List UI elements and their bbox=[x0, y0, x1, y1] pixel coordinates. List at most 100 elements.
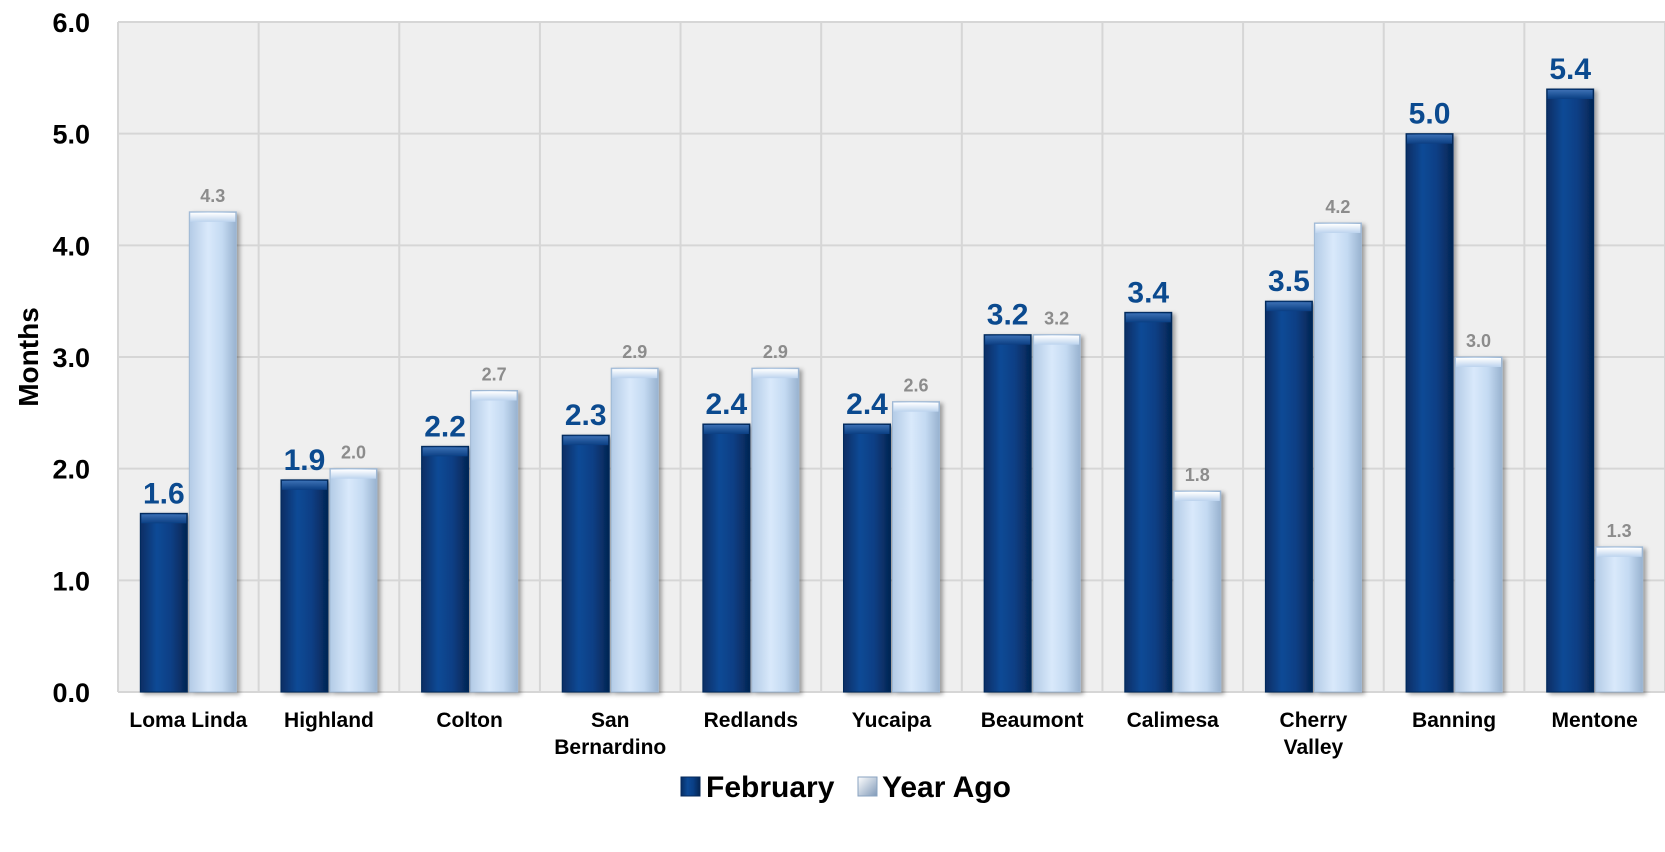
y-axis-title: Months bbox=[13, 307, 44, 407]
y-tick-label: 6.0 bbox=[52, 8, 90, 38]
bar-february-body bbox=[139, 512, 188, 693]
bar-february-cap bbox=[1407, 134, 1453, 144]
bar-year-ago-cap bbox=[1174, 492, 1220, 501]
bar-february-cap bbox=[985, 335, 1031, 345]
bar-year-ago-cap bbox=[1034, 335, 1080, 345]
bar-february-cap bbox=[844, 425, 890, 434]
data-label-year-ago: 2.9 bbox=[763, 342, 788, 362]
bar-year-ago-body bbox=[892, 401, 940, 693]
bar-february bbox=[1124, 311, 1173, 693]
y-tick-label: 4.0 bbox=[52, 231, 90, 261]
x-tick-label: Redlands bbox=[704, 709, 799, 732]
bar-year-ago-cap bbox=[612, 369, 658, 379]
bar-year-ago-cap bbox=[752, 369, 798, 379]
bar-february-body bbox=[421, 445, 470, 693]
bars bbox=[139, 88, 1644, 693]
bar-february-cap bbox=[422, 447, 468, 457]
legend-label-february: February bbox=[706, 771, 835, 804]
bar-year-ago bbox=[188, 211, 237, 693]
bar-february bbox=[561, 434, 610, 693]
x-tick-label: Loma Linda bbox=[129, 709, 247, 732]
bar-year-ago-body bbox=[751, 367, 800, 693]
data-label-february: 1.9 bbox=[284, 444, 326, 477]
bar-february-cap bbox=[563, 436, 609, 446]
data-label-year-ago: 2.6 bbox=[903, 376, 928, 396]
bar-february bbox=[139, 512, 188, 693]
bar-february-body bbox=[1124, 311, 1173, 693]
bar-year-ago bbox=[610, 367, 659, 693]
legend-swatch-year-ago bbox=[857, 776, 878, 797]
bar-february-body bbox=[983, 334, 1032, 693]
y-tick-label: 2.0 bbox=[52, 455, 90, 485]
x-tick-label: San Bernardino bbox=[554, 709, 666, 759]
bar-february-cap bbox=[1125, 313, 1171, 323]
x-tick-label: Yucaipa bbox=[852, 709, 932, 732]
bar-february-body bbox=[1264, 300, 1313, 693]
bar-february-cap bbox=[703, 425, 749, 434]
bar-year-ago bbox=[1313, 222, 1362, 693]
data-label-year-ago: 4.3 bbox=[200, 186, 225, 206]
bar-year-ago bbox=[892, 401, 940, 693]
bar-year-ago-body bbox=[1032, 334, 1081, 693]
data-label-february: 5.0 bbox=[1409, 98, 1451, 131]
data-label-february: 5.4 bbox=[1549, 53, 1591, 86]
data-label-year-ago: 4.2 bbox=[1325, 197, 1350, 217]
legend-swatch-february bbox=[680, 776, 701, 797]
bar-february-cap bbox=[1266, 302, 1312, 312]
bar-february bbox=[421, 445, 470, 693]
bar-year-ago bbox=[329, 468, 378, 693]
bar-year-ago-body bbox=[1454, 356, 1503, 693]
data-label-year-ago: 1.3 bbox=[1607, 521, 1632, 541]
bar-february-body bbox=[1405, 133, 1454, 693]
data-label-year-ago: 1.8 bbox=[1185, 465, 1210, 485]
bar-february bbox=[1405, 133, 1454, 693]
x-tick-label: Cherry Valley bbox=[1280, 709, 1348, 759]
data-label-february: 2.2 bbox=[424, 410, 466, 443]
data-label-february: 2.4 bbox=[846, 388, 888, 421]
bar-february-body bbox=[843, 423, 891, 693]
bar-february-body bbox=[702, 423, 751, 693]
data-label-year-ago: 3.2 bbox=[1044, 309, 1069, 329]
y-axis: 0.0 1.0 2.0 3.0 4.0 5.0 6.0 bbox=[52, 8, 90, 708]
x-tick-label: Colton bbox=[436, 709, 502, 732]
data-label-february: 2.4 bbox=[706, 388, 748, 421]
data-label-february: 3.4 bbox=[1127, 276, 1169, 309]
x-tick-label: Calimesa bbox=[1127, 709, 1220, 732]
x-tick-label: Banning bbox=[1412, 709, 1496, 732]
x-tick-label: Highland bbox=[284, 709, 374, 732]
data-label-year-ago: 2.0 bbox=[341, 443, 366, 463]
data-label-year-ago: 2.7 bbox=[482, 365, 507, 385]
bar-february-cap bbox=[141, 514, 187, 524]
bar-february-cap bbox=[1547, 90, 1593, 99]
data-labels: 1.6 1.9 2.2 2.3 2.4 2.4 3.2 3.4 3.5 5.0 5.4 4.3 2.0 2… bbox=[143, 53, 1632, 541]
data-label-february: 3.2 bbox=[987, 299, 1029, 332]
data-label-year-ago: 2.9 bbox=[622, 342, 647, 362]
bar-year-ago-body bbox=[1313, 222, 1362, 693]
bar-year-ago-cap bbox=[1456, 358, 1502, 367]
bar-february bbox=[843, 423, 891, 693]
bar-february-body bbox=[1546, 88, 1595, 693]
y-tick-label: 3.0 bbox=[52, 343, 90, 373]
y-tick-label: 0.0 bbox=[52, 678, 90, 708]
bar-february bbox=[983, 334, 1032, 693]
bar-february bbox=[702, 423, 751, 693]
x-axis: Loma Linda Highland Colton San Bernardino Red… bbox=[118, 691, 1665, 759]
bar-year-ago bbox=[1595, 546, 1644, 693]
bar-year-ago bbox=[1032, 334, 1081, 693]
bar-year-ago-body bbox=[188, 211, 237, 693]
legend: February Year Ago bbox=[680, 771, 1011, 804]
bar-february bbox=[1546, 88, 1595, 693]
bar-february-body bbox=[280, 479, 329, 693]
bar-february-cap bbox=[281, 480, 327, 490]
data-label-february: 1.6 bbox=[143, 477, 185, 510]
bar-year-ago bbox=[1454, 356, 1503, 693]
bar-year-ago-body bbox=[329, 468, 378, 693]
bar-year-ago bbox=[751, 367, 800, 693]
bar-year-ago-body bbox=[610, 367, 659, 693]
bar-year-ago-cap bbox=[330, 469, 376, 479]
bar-year-ago-body bbox=[1173, 490, 1222, 693]
x-tick-label: Mentone bbox=[1552, 709, 1638, 732]
bar-year-ago-cap bbox=[893, 402, 939, 412]
bar-year-ago-cap bbox=[190, 212, 236, 222]
